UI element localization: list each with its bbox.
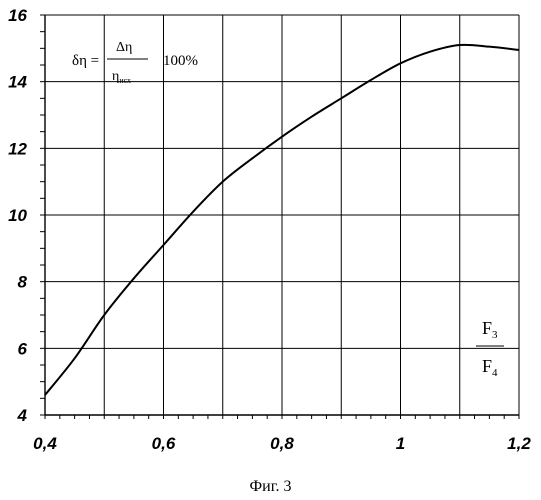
y-tick-label: 12 <box>8 139 27 158</box>
formula-suffix: 100% <box>163 53 198 69</box>
x-label-denominator-sub: 4 <box>492 367 498 379</box>
formula-denominator-main: η <box>112 69 119 84</box>
formula-denominator-sub: исх <box>119 76 131 85</box>
x-label-numerator-main: F <box>482 318 492 338</box>
x-tick-label: 1,2 <box>507 434 531 453</box>
formula-annotation: δη = Δη ηисх 100% <box>72 40 198 85</box>
y-tick-label: 14 <box>8 73 27 92</box>
x-label-numerator-sub: 3 <box>492 329 498 341</box>
y-tick-label: 16 <box>8 6 27 25</box>
formula-numerator: Δη <box>116 40 132 55</box>
x-tick-labels: 0,4 0,6 0,8 1 1,2 <box>33 434 531 453</box>
y-tick-label: 8 <box>18 273 28 292</box>
y-tick-labels: 4 6 8 10 12 14 16 <box>8 6 27 425</box>
x-label-denominator-main: F <box>482 356 492 376</box>
x-tick-label: 0,4 <box>33 434 57 453</box>
x-tick-label: 1 <box>396 434 405 453</box>
figure-caption: Фиг. 3 <box>0 478 541 496</box>
x-tick-label: 0,6 <box>152 434 176 453</box>
formula-lhs: δη = <box>72 53 99 69</box>
x-label-denominator: F4 <box>482 356 498 379</box>
y-tick-label: 10 <box>8 206 27 225</box>
y-tick-label: 4 <box>17 406 28 425</box>
y-tick-label: 6 <box>18 339 28 358</box>
x-label-numerator: F3 <box>482 318 498 341</box>
x-tick-label: 0,8 <box>270 434 294 453</box>
formula-denominator: ηисх <box>112 69 131 85</box>
